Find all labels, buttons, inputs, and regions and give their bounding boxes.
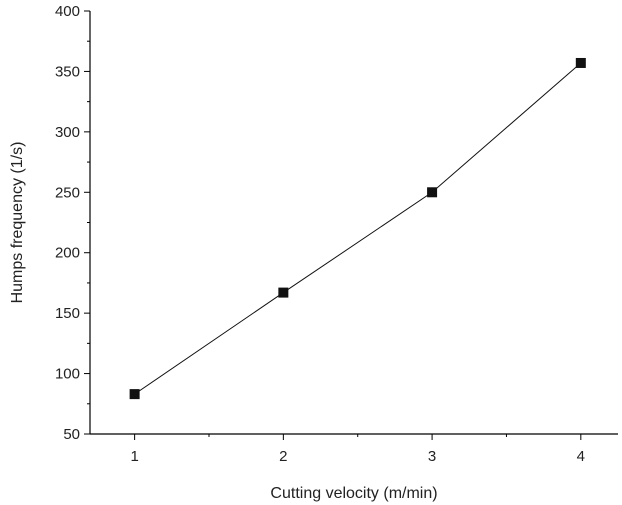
series-line <box>134 62 582 395</box>
data-point-marker <box>575 57 586 68</box>
x-tick-label: 1 <box>130 448 138 465</box>
x-tick-label: 4 <box>577 448 585 465</box>
y-tick-label: 100 <box>55 366 80 383</box>
data-point-marker <box>278 287 289 298</box>
y-tick-label: 350 <box>55 63 80 80</box>
data-point-marker <box>129 389 140 400</box>
tick-labels: 50 100 150 200 250 300 350 400 1 2 3 4 <box>55 3 585 465</box>
y-axis-title: Humps frequency (1/s) <box>9 142 26 304</box>
y-tick-label: 50 <box>63 426 80 443</box>
x-tick-label: 2 <box>279 448 287 465</box>
y-tick-label: 250 <box>55 184 80 201</box>
x-axis-title: Cutting velocity (m/min) <box>270 485 437 502</box>
y-tick-label: 400 <box>55 3 80 20</box>
series <box>129 57 586 400</box>
y-tick-label: 150 <box>55 305 80 322</box>
data-point-marker <box>427 187 438 198</box>
y-tick-label: 300 <box>55 124 80 141</box>
x-tick-label: 3 <box>428 448 436 465</box>
ticks <box>84 10 582 440</box>
y-tick-label: 200 <box>55 245 80 262</box>
